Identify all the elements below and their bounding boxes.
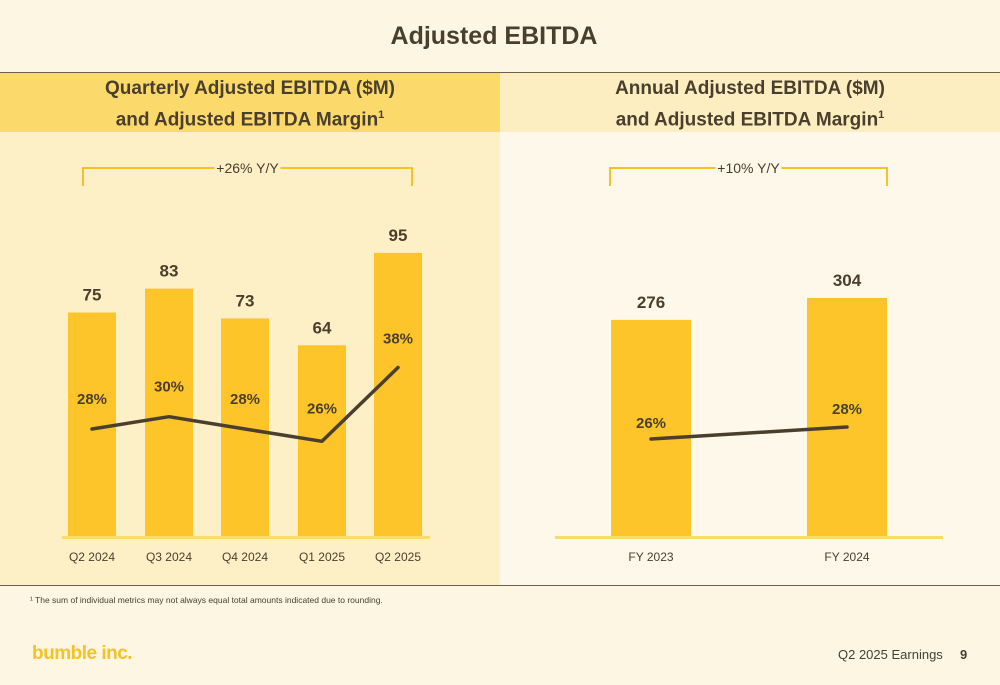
margin-label: 30% bbox=[154, 379, 184, 396]
bar-value-label: 73 bbox=[236, 291, 255, 310]
bar-0-0 bbox=[68, 312, 116, 536]
margin-line bbox=[90, 365, 400, 444]
annual-header-band bbox=[500, 73, 1000, 132]
page-title: Adjusted EBITDA bbox=[390, 22, 598, 50]
growth-bracket-left bbox=[82, 167, 215, 186]
growth-bracket-right bbox=[280, 167, 413, 186]
annual-title-line1: Annual Adjusted EBITDA ($M) bbox=[615, 78, 885, 99]
margin-label: 28% bbox=[230, 391, 260, 408]
x-tick-label: Q2 2024 bbox=[69, 550, 115, 564]
bar-1-0 bbox=[611, 319, 691, 536]
earnings-label: Q2 2025 Earnings bbox=[838, 647, 943, 662]
x-tick-label: FY 2024 bbox=[824, 550, 869, 564]
x-tick-label: Q3 2024 bbox=[146, 550, 192, 564]
quarterly-chart-title: Quarterly Adjusted EBITDA ($M) and Adjus… bbox=[0, 76, 500, 133]
bar-value-label: 304 bbox=[833, 271, 862, 290]
quarterly-title-line2: and Adjusted EBITDA Margin bbox=[115, 109, 379, 131]
margin-label: 26% bbox=[307, 400, 337, 417]
growth-annotation: +10% Y/Y bbox=[717, 160, 780, 176]
margin-label: 28% bbox=[832, 401, 862, 418]
margin-label: 38% bbox=[383, 331, 413, 348]
bar-value-label: 64 bbox=[313, 318, 332, 337]
x-tick-label: FY 2023 bbox=[628, 550, 673, 564]
page-number: 9 bbox=[960, 647, 968, 662]
bar-0-1 bbox=[145, 288, 193, 536]
x-tick-label: Q2 2025 bbox=[375, 550, 421, 564]
bar-1-1 bbox=[807, 297, 887, 536]
quarterly-title-line1: Quarterly Adjusted EBITDA ($M) bbox=[105, 78, 395, 99]
top-divider bbox=[0, 72, 1000, 73]
growth-bracket-left bbox=[609, 167, 716, 186]
x-tick-label: Q1 2025 bbox=[299, 550, 345, 564]
annual-chart-title: Annual Adjusted EBITDA ($M) and Adjusted… bbox=[500, 76, 1000, 133]
margin-label: 26% bbox=[636, 415, 666, 432]
bottom-divider bbox=[0, 585, 1000, 586]
x-tick-label: Q4 2024 bbox=[222, 550, 268, 564]
bumble-logo: bumble inc. bbox=[32, 643, 133, 664]
bar-value-label: 83 bbox=[160, 262, 179, 281]
bar-value-label: 75 bbox=[83, 286, 102, 305]
footnote: ¹ The sum of individual metrics may not … bbox=[30, 595, 383, 605]
margin-label: 28% bbox=[77, 391, 107, 408]
quarterly-header-band bbox=[0, 73, 500, 132]
annual-title-footnote-marker: 1 bbox=[878, 109, 885, 121]
quarterly-title-footnote-marker: 1 bbox=[378, 109, 385, 121]
bar-value-label: 276 bbox=[637, 293, 665, 312]
annual-title-line2: and Adjusted EBITDA Margin bbox=[615, 109, 879, 131]
growth-annotation: +26% Y/Y bbox=[216, 160, 279, 176]
annual-panel bbox=[500, 73, 1000, 585]
growth-bracket-right bbox=[781, 167, 888, 186]
bar-value-label: 95 bbox=[389, 226, 408, 245]
bar-0-4 bbox=[374, 252, 422, 536]
margin-line bbox=[649, 425, 849, 441]
